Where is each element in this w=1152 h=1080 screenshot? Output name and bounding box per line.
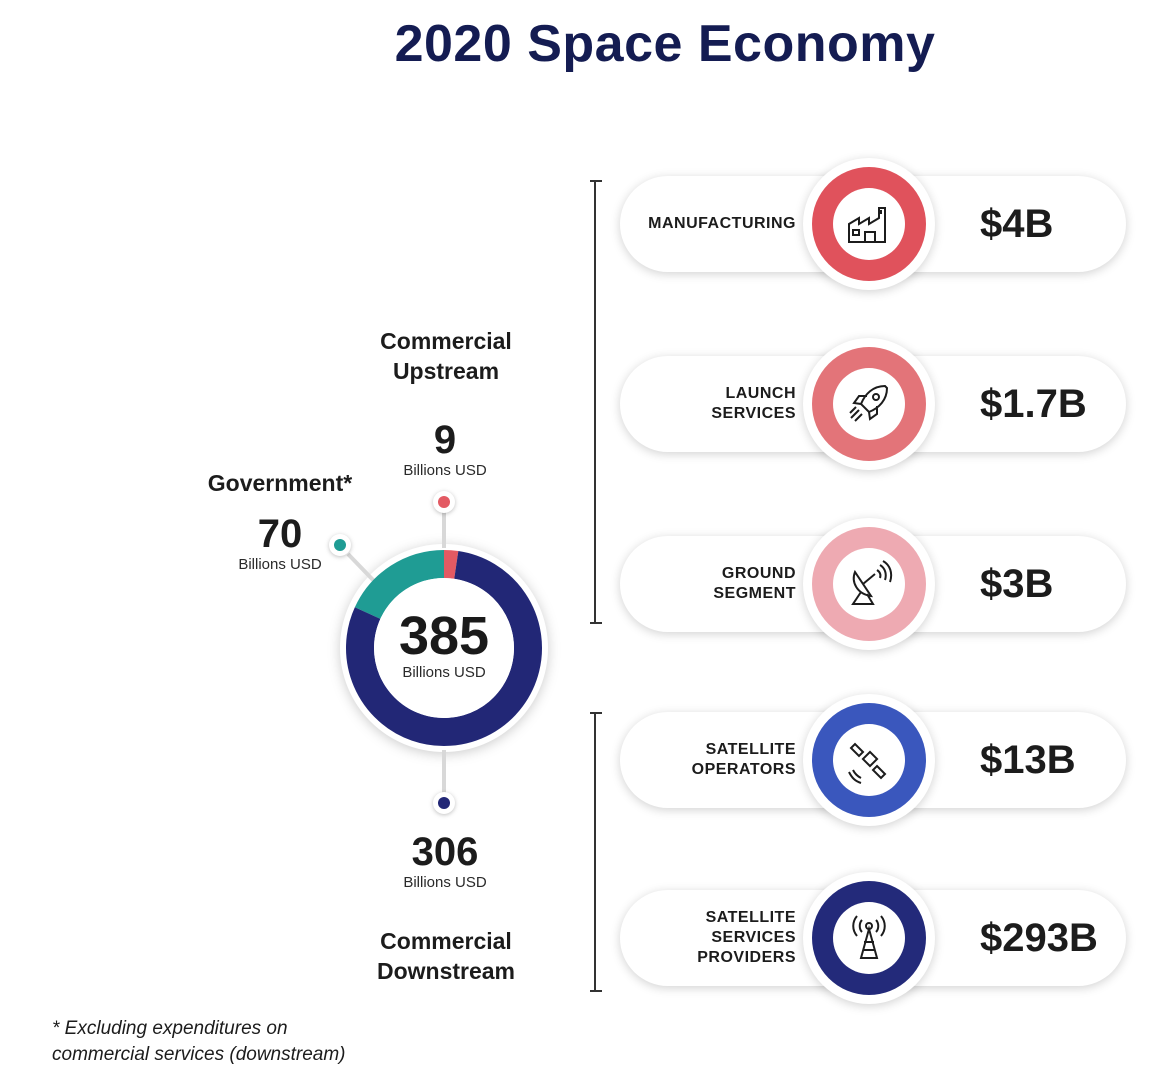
rocket-icon (849, 384, 889, 422)
satellite-services-value: $293B (980, 915, 1098, 960)
factory-icon (848, 207, 886, 243)
satellite-operators-badge (803, 694, 935, 826)
government-heading: Government* (207, 470, 353, 496)
satellite-icon (848, 742, 887, 784)
donut-slice-upstream (443, 550, 459, 579)
page-title: 2020 Space Economy (394, 15, 936, 73)
broadcast-tower-icon (852, 915, 886, 959)
satellite-services-badge (803, 872, 935, 1004)
ground-segment-badge (803, 518, 935, 650)
satellite-operators-card: SATELLITE OPERATORS $13B (620, 694, 1126, 826)
launch-services-value: $1.7B (980, 381, 1087, 426)
upstream-marker-dot (438, 496, 450, 508)
manufacturing-badge (803, 158, 935, 290)
satellite-services-card: SATELLITE SERVICES PROVIDERS $293B (620, 872, 1126, 1004)
donut-slice-downstream (346, 551, 542, 746)
commercial-downstream-heading: Commercial Downstream (376, 928, 516, 984)
satellite-operators-value: $13B (980, 737, 1076, 782)
launch-services-label: LAUNCH SERVICES (711, 385, 796, 422)
manufacturing-value: $4B (980, 201, 1054, 246)
donut-slice-government (354, 550, 445, 620)
total-value-label: 385 Billions USD (398, 606, 490, 681)
ground-segment-card: GROUND SEGMENT $3B (620, 518, 1126, 650)
launch-services-card: LAUNCH SERVICES $1.7B (620, 338, 1126, 470)
commercial-upstream-heading: Commercial Upstream (380, 328, 512, 384)
ground-segment-label: GROUND SEGMENT (713, 565, 796, 602)
satellite-operators-label: SATELLITE OPERATORS (691, 741, 796, 778)
manufacturing-label: MANUFACTURING (648, 215, 796, 232)
government-connector (346, 552, 377, 584)
government-value-label: 70 Billions USD (238, 512, 322, 573)
manufacturing-card: MANUFACTURING $4B (620, 158, 1126, 290)
upstream-bracket (590, 180, 606, 624)
satellite-services-label: SATELLITE SERVICES PROVIDERS (697, 909, 796, 966)
downstream-marker-dot (438, 797, 450, 809)
ground-segment-value: $3B (980, 561, 1054, 606)
footnote: * Excluding expenditures on commercial s… (52, 1018, 346, 1065)
launch-services-badge (803, 338, 935, 470)
downstream-value-label: 306 Billions USD (403, 830, 487, 891)
government-marker-dot (334, 539, 346, 551)
upstream-value-label: 9 Billions USD (403, 418, 487, 479)
downstream-bracket (590, 712, 606, 992)
satellite-dish-icon (851, 560, 893, 605)
